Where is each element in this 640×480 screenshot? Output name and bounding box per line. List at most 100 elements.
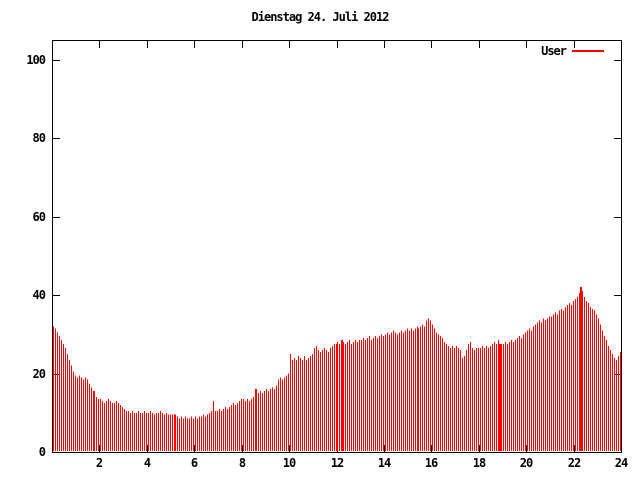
impulse-bar bbox=[330, 348, 331, 451]
impulse-bar bbox=[334, 344, 335, 451]
impulse-bar bbox=[482, 346, 483, 451]
impulse-bar bbox=[531, 330, 532, 451]
impulse-bar bbox=[355, 340, 356, 451]
impulse-bar bbox=[397, 334, 398, 451]
impulse-bar bbox=[460, 350, 461, 451]
chart-title: Dienstag 24. Juli 2012 bbox=[251, 10, 390, 24]
impulse-bar bbox=[507, 344, 508, 451]
impulse-bar bbox=[511, 340, 512, 451]
impulse-bar bbox=[253, 397, 254, 451]
impulse-bar bbox=[225, 406, 226, 451]
impulse-bar bbox=[290, 353, 291, 451]
impulse-bar bbox=[55, 328, 56, 451]
impulse-bar bbox=[337, 342, 338, 451]
impulse-bar bbox=[608, 346, 609, 451]
impulse-bar bbox=[535, 324, 536, 451]
impulse-bar bbox=[219, 408, 220, 451]
x-tick-label: 16 bbox=[424, 456, 438, 470]
impulse-bar bbox=[158, 412, 159, 451]
impulse-bar bbox=[523, 334, 524, 451]
impulse-bar bbox=[474, 350, 475, 451]
impulse-bar bbox=[383, 336, 384, 451]
impulse-bar bbox=[304, 355, 305, 451]
impulse-bar bbox=[405, 330, 406, 451]
impulse-bar bbox=[122, 406, 123, 451]
impulse-bar bbox=[67, 353, 68, 451]
impulse-bar bbox=[270, 389, 271, 451]
impulse-bar bbox=[545, 320, 546, 451]
x-tick-label: 6 bbox=[190, 456, 198, 470]
impulse-bar bbox=[466, 350, 467, 451]
impulse-bar bbox=[79, 375, 80, 451]
impulse-bar bbox=[205, 416, 206, 451]
impulse-bar bbox=[438, 334, 439, 451]
impulse-bar bbox=[193, 418, 194, 451]
impulse-bar bbox=[584, 297, 585, 451]
impulse-bar bbox=[284, 377, 285, 451]
impulse-bar bbox=[320, 351, 321, 451]
impulse-bar bbox=[401, 330, 402, 451]
impulse-bar bbox=[432, 324, 433, 451]
impulse-bar bbox=[440, 336, 441, 451]
impulse-bar bbox=[96, 397, 97, 451]
impulse-bar bbox=[160, 410, 161, 451]
impulse-bar bbox=[272, 387, 273, 451]
impulse-bar bbox=[73, 371, 74, 451]
impulse-bar bbox=[195, 416, 196, 451]
impulse-bar bbox=[462, 357, 463, 451]
impulse-bar bbox=[215, 410, 216, 451]
impulse-bar bbox=[185, 416, 186, 451]
impulse-bar bbox=[102, 401, 103, 451]
impulse-bar bbox=[351, 344, 352, 451]
impulse-bar bbox=[580, 287, 582, 451]
y-tick-label: 20 bbox=[32, 367, 46, 381]
impulse-bar bbox=[377, 338, 378, 451]
impulse-bar bbox=[144, 410, 145, 451]
impulse-bar bbox=[286, 375, 287, 451]
impulse-bar bbox=[529, 328, 530, 451]
impulse-bar bbox=[499, 344, 501, 451]
impulse-bar bbox=[258, 393, 259, 451]
impulse-bar bbox=[57, 332, 58, 451]
y-tick-label: 40 bbox=[32, 288, 46, 302]
impulse-bar bbox=[152, 412, 153, 451]
impulse-bar bbox=[519, 336, 520, 451]
impulse-bar bbox=[312, 353, 313, 451]
impulse-bar bbox=[233, 403, 234, 451]
impulse-bar bbox=[288, 373, 289, 451]
impulse-bar bbox=[553, 314, 554, 451]
impulse-bar bbox=[94, 393, 95, 451]
impulse-bar bbox=[561, 308, 562, 451]
impulse-bar bbox=[590, 306, 591, 451]
impulse-bar bbox=[209, 412, 210, 451]
impulse-bar bbox=[114, 403, 115, 451]
impulse-bar bbox=[549, 316, 550, 451]
impulse-bar bbox=[434, 328, 435, 451]
impulse-bar bbox=[571, 304, 572, 451]
impulse-bar bbox=[308, 357, 309, 451]
impulse-bar bbox=[306, 359, 307, 451]
impulse-bar bbox=[183, 418, 184, 451]
impulse-bar bbox=[517, 338, 518, 451]
impulse-bar bbox=[106, 401, 107, 451]
impulse-bar bbox=[249, 401, 250, 451]
impulse-bar bbox=[69, 359, 70, 451]
impulse-bar bbox=[197, 418, 198, 451]
impulse-bar bbox=[555, 312, 556, 451]
impulse-bar bbox=[314, 348, 315, 451]
impulse-bar bbox=[385, 334, 386, 451]
impulse-bar bbox=[318, 350, 319, 451]
impulse-bar bbox=[411, 328, 412, 451]
impulse-bar bbox=[612, 353, 613, 451]
x-tick-label: 10 bbox=[282, 456, 296, 470]
impulse-bar bbox=[326, 350, 327, 451]
impulse-bar bbox=[409, 330, 410, 451]
impulse-bar bbox=[138, 410, 139, 451]
impulse-bar bbox=[164, 414, 165, 451]
impulse-bar bbox=[592, 308, 593, 451]
impulse-bar bbox=[217, 410, 218, 451]
impulse-bar bbox=[87, 379, 88, 451]
y-tick-label: 0 bbox=[38, 445, 46, 459]
impulse-bar bbox=[472, 348, 473, 451]
impulse-bar bbox=[264, 391, 265, 451]
